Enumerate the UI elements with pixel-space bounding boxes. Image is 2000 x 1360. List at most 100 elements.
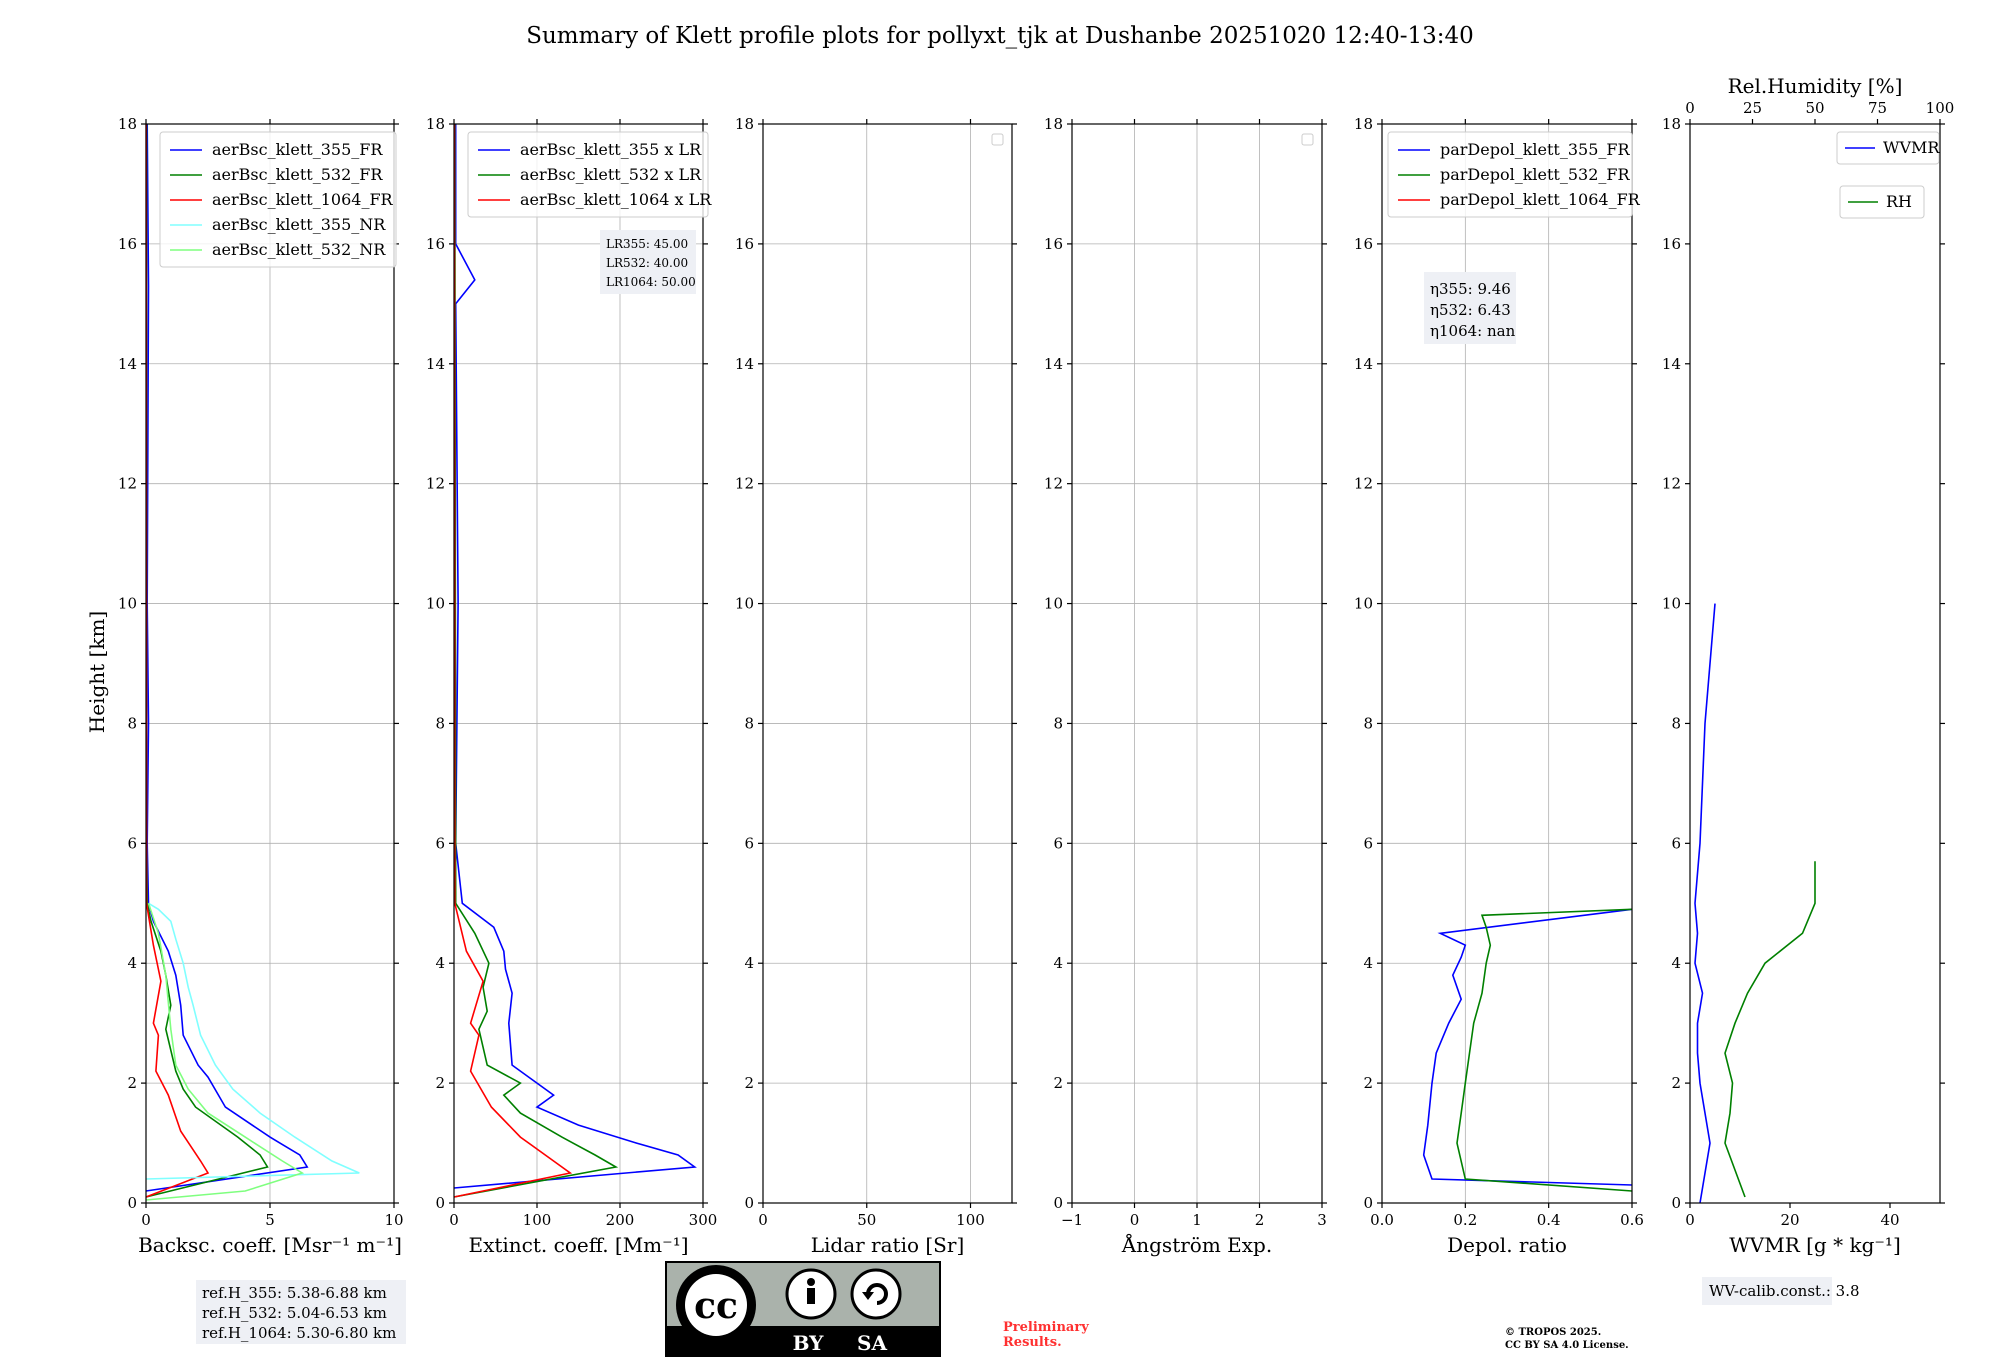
y-tick-label: 2 [435, 1074, 445, 1092]
y-tick-label: 12 [118, 475, 137, 493]
legend-label: parDepol_klett_1064_FR [1440, 190, 1641, 209]
x-tick-label: −1 [1061, 1211, 1083, 1229]
x-tick-label: 0.2 [1453, 1211, 1477, 1229]
x-tick-label: 0.6 [1620, 1211, 1644, 1229]
x-tick-label: 0 [449, 1211, 459, 1229]
y-tick-label: 2 [744, 1074, 754, 1092]
copyright-text-1: © TROPOS 2025. [1505, 1327, 1601, 1338]
legend-label: aerBsc_klett_532_NR [212, 240, 386, 259]
top-x-tick-label: 50 [1805, 99, 1824, 117]
legend-label: WVMR [1883, 138, 1940, 157]
y-tick-label: 8 [1053, 714, 1063, 732]
eta-box [1424, 272, 1516, 344]
y-tick-label: 0 [127, 1194, 137, 1212]
lidar-ratio-text: LR355: 45.00 [606, 237, 688, 251]
legend-label: aerBsc_klett_532_FR [212, 165, 383, 184]
series-line-aerBsc_klett_532_FR [145, 124, 269, 1198]
top-x-tick-label: 100 [1926, 99, 1955, 117]
y-tick-label: 16 [1662, 235, 1681, 253]
refh-532: ref.H_532: 5.04-6.53 km [202, 1304, 387, 1322]
y-tick-label: 10 [1354, 595, 1373, 613]
y-tick-label: 8 [1671, 714, 1681, 732]
series-line-aerBsc_klett_1064_FR [145, 123, 210, 1198]
y-tick-label: 18 [735, 115, 754, 133]
y-tick-label: 14 [1044, 355, 1063, 373]
x-tick-label: 40 [1880, 1211, 1899, 1229]
y-tick-label: 2 [1053, 1074, 1063, 1092]
y-tick-label: 4 [1671, 954, 1681, 972]
y-tick-label: 6 [1671, 834, 1681, 852]
x-tick-label: 0 [1130, 1211, 1140, 1229]
x-axis-label: Extinct. coeff. [Mm⁻¹] [468, 1233, 688, 1257]
y-tick-label: 2 [1363, 1074, 1373, 1092]
y-tick-label: 10 [1662, 595, 1681, 613]
reference-height-box: ref.H_355: 5.38-6.88 km ref.H_532: 5.04-… [196, 1280, 406, 1344]
x-axis-label: WVMR [g * kg⁻¹] [1729, 1233, 1901, 1257]
x-tick-label: 0.4 [1537, 1211, 1561, 1229]
x-tick-label: 300 [689, 1211, 718, 1229]
y-tick-label: 12 [1044, 475, 1063, 493]
lidar-ratio-text: LR532: 40.00 [606, 256, 688, 270]
y-tick-label: 18 [426, 115, 445, 133]
preliminary-text-1: Preliminary [1003, 1320, 1089, 1335]
top-x-tick-label: 0 [1685, 99, 1695, 117]
series-line-aerBsc_klett_355 x LR [453, 124, 697, 1189]
y-tick-label: 8 [744, 714, 754, 732]
y-tick-label: 8 [1363, 714, 1373, 732]
y-tick-label: 0 [1053, 1194, 1063, 1212]
x-tick-label: 100 [523, 1211, 552, 1229]
y-tick-label: 12 [426, 475, 445, 493]
series-line-aerBsc_klett_355_NR [145, 902, 360, 1180]
y-tick-label: 16 [426, 235, 445, 253]
axes-frame [1689, 123, 1941, 1204]
x-axis-label: Depol. ratio [1447, 1233, 1567, 1257]
y-tick-label: 16 [118, 235, 137, 253]
x-tick-label: 3 [1317, 1211, 1327, 1229]
x-tick-label: 0 [1685, 1211, 1695, 1229]
x-tick-label: 0 [758, 1211, 768, 1229]
y-tick-label: 18 [1044, 115, 1063, 133]
y-tick-label: 14 [1662, 355, 1681, 373]
legend-label: aerBsc_klett_355_NR [212, 215, 386, 234]
eta-text: η1064: nan [1430, 322, 1516, 340]
eta-text: η355: 9.46 [1430, 280, 1511, 298]
y-tick-label: 18 [1662, 115, 1681, 133]
top-x-tick-label: 75 [1868, 99, 1887, 117]
y-tick-label: 14 [1354, 355, 1373, 373]
legend-label: aerBsc_klett_1064_FR [212, 190, 394, 209]
x-tick-label: 100 [956, 1211, 985, 1229]
y-tick-label: 14 [735, 355, 754, 373]
x-tick-label: 2 [1255, 1211, 1265, 1229]
y-tick-label: 10 [118, 595, 137, 613]
x-tick-label: 1 [1192, 1211, 1202, 1229]
y-tick-label: 2 [1671, 1074, 1681, 1092]
y-tick-label: 6 [1363, 834, 1373, 852]
series-line-RH [1724, 861, 1816, 1198]
legend-label: aerBsc_klett_532 x LR [520, 165, 702, 184]
y-tick-label: 6 [435, 834, 445, 852]
y-tick-label: 10 [1044, 595, 1063, 613]
sa-share-icon [850, 1268, 902, 1320]
y-tick-label: 0 [744, 1194, 754, 1212]
panel-bsc: 0 2 4 6 8 10 12 14 16 18 0 5 10 Backsc. coeff. [Msr⁻¹… [118, 115, 404, 1257]
y-tick-label: 18 [118, 115, 137, 133]
preliminary-text-2: Results. [1003, 1335, 1062, 1350]
legend-box [1836, 131, 1940, 165]
copyright-text-2: CC BY SA 4.0 License. [1505, 1340, 1629, 1351]
x-tick-label: 0 [141, 1211, 151, 1229]
y-tick-label: 14 [118, 355, 137, 373]
by-text: BY [793, 1331, 825, 1355]
wv-calib-box: WV-calib.const.: 3.8 [1702, 1277, 1860, 1305]
y-tick-label: 12 [735, 475, 754, 493]
y-tick-label: 4 [1363, 954, 1373, 972]
y-tick-label: 0 [1671, 1194, 1681, 1212]
top-axis-label: Rel.Humidity [%] [1728, 74, 1903, 98]
axes-frame [453, 123, 704, 1204]
y-tick-label: 18 [1354, 115, 1373, 133]
cc-logo-text: cc [694, 1285, 738, 1327]
legend-label: aerBsc_klett_355_FR [212, 140, 383, 159]
eta-text: η532: 6.43 [1430, 301, 1511, 319]
sa-text: SA [857, 1331, 887, 1355]
